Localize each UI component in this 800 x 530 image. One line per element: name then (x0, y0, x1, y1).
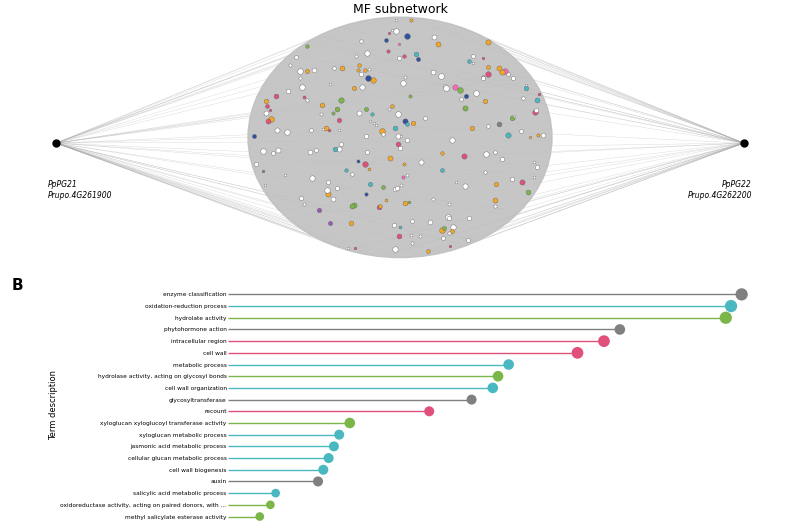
Point (312, 477, 325, 485)
Text: MF subnetwork: MF subnetwork (353, 3, 447, 16)
Point (502, 360, 515, 369)
Point (735, 290, 748, 298)
Ellipse shape (248, 17, 552, 258)
Point (264, 500, 277, 509)
Point (254, 513, 266, 521)
Point (343, 419, 356, 427)
Point (571, 349, 584, 357)
Point (322, 454, 335, 462)
Point (423, 407, 436, 416)
Point (270, 489, 282, 497)
Point (486, 384, 499, 392)
Point (492, 372, 505, 381)
Point (725, 302, 738, 310)
Point (598, 337, 610, 346)
Point (465, 395, 478, 404)
Point (317, 465, 330, 474)
Point (614, 325, 626, 334)
Y-axis label: Term description: Term description (49, 370, 58, 440)
Point (327, 442, 340, 450)
Point (719, 314, 732, 322)
Text: PpPG21
Prupo.4G261900: PpPG21 Prupo.4G261900 (48, 180, 113, 200)
Text: PpPG22
Prupo.4G262200: PpPG22 Prupo.4G262200 (687, 180, 752, 200)
Text: B: B (12, 278, 24, 293)
Point (333, 430, 346, 439)
